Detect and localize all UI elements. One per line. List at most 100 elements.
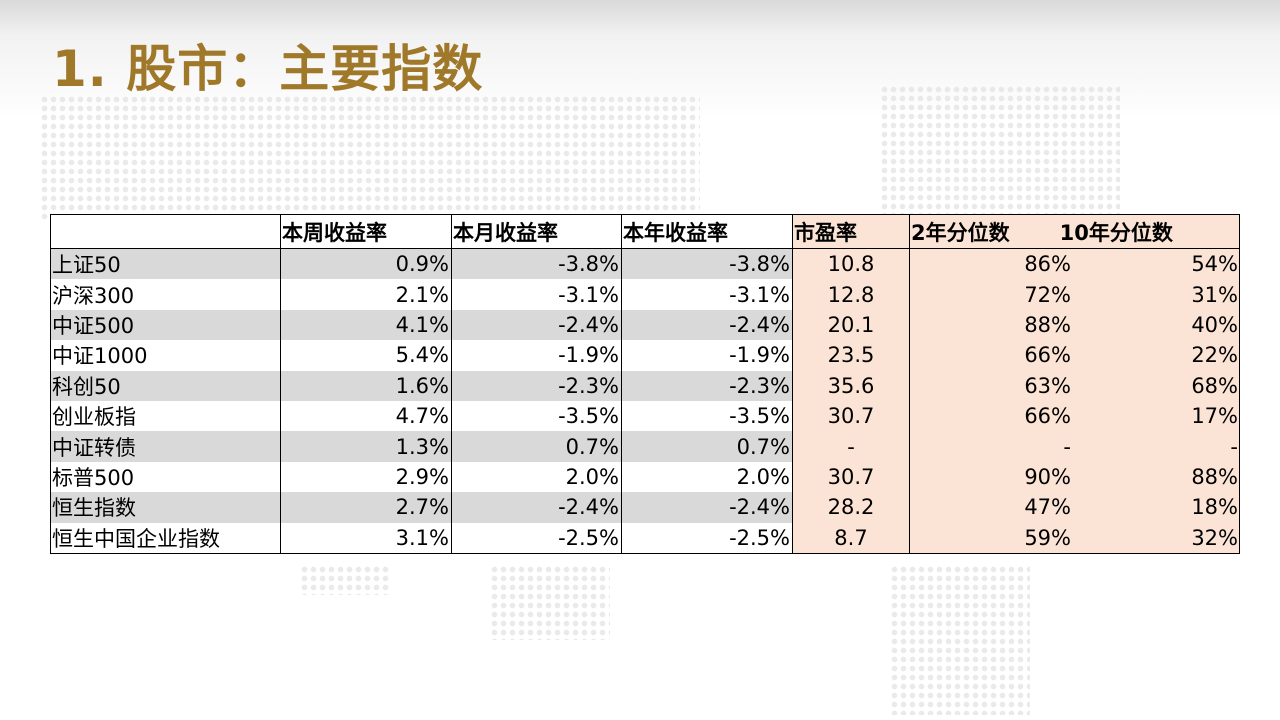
cell-year-return: -2.5% [621, 522, 793, 554]
cell-index-name: 创业板指 [50, 400, 281, 432]
cell-pe: 8.7 [792, 522, 910, 554]
cell-index-name: 恒生指数 [50, 492, 281, 523]
cell-pe: 23.5 [792, 340, 910, 371]
cell-percentiles: 63% 68% [909, 370, 1240, 401]
cell-year-return: -3.1% [621, 279, 793, 310]
cell-pe: 35.6 [792, 370, 910, 401]
cell-pct-10y: 68% [1191, 373, 1238, 398]
page-title: 1. 股市：主要指数 [52, 40, 484, 98]
cell-week-return: 5.4% [280, 340, 452, 371]
table-row: 中证500 4.1% -2.4% -2.4% 20.1 88% 40% [50, 309, 1240, 341]
cell-year-return: -2.4% [621, 492, 793, 523]
cell-pct-2y: 66% [1024, 343, 1071, 368]
cell-week-return: 2.9% [280, 461, 452, 493]
cell-pct-10y: 32% [1191, 525, 1238, 550]
cell-pct-10y: 54% [1191, 252, 1238, 277]
cell-year-return: -1.9% [621, 340, 793, 371]
cell-index-name: 科创50 [50, 370, 281, 401]
cell-week-return: 3.1% [280, 522, 452, 554]
cell-month-return: -3.8% [451, 248, 622, 280]
table-row: 恒生中国企业指数 3.1% -2.5% -2.5% 8.7 59% 32% [50, 522, 1240, 554]
background-dot-pattern [300, 565, 390, 595]
cell-month-return: -1.9% [451, 340, 622, 371]
table-row: 标普500 2.9% 2.0% 2.0% 30.7 90% 88% [50, 461, 1240, 493]
cell-pct-2y: 88% [1024, 312, 1071, 337]
cell-index-name: 中证转债 [50, 431, 281, 462]
cell-pe: 30.7 [792, 400, 910, 432]
cell-week-return: 1.3% [280, 431, 452, 462]
cell-year-return: 2.0% [621, 461, 793, 493]
cell-year-return: -2.3% [621, 370, 793, 401]
cell-year-return: -2.4% [621, 309, 793, 341]
cell-pe: - [792, 431, 910, 462]
cell-pe: 30.7 [792, 461, 910, 493]
background-dot-pattern [890, 565, 1030, 715]
header-percentiles: 2年分位数 10年分位数 [909, 214, 1240, 249]
table-row: 恒生指数 2.7% -2.4% -2.4% 28.2 47% 18% [50, 492, 1240, 523]
cell-week-return: 4.1% [280, 309, 452, 341]
cell-pe: 28.2 [792, 492, 910, 523]
cell-index-name: 标普500 [50, 461, 281, 493]
cell-percentiles: 59% 32% [909, 522, 1240, 554]
header-month-return: 本月收益率 [451, 214, 622, 249]
cell-month-return: -2.4% [451, 309, 622, 341]
cell-pe: 20.1 [792, 309, 910, 341]
cell-percentiles: 90% 88% [909, 461, 1240, 493]
cell-percentiles: -- [909, 431, 1240, 462]
cell-month-return: 2.0% [451, 461, 622, 493]
cell-pe: 10.8 [792, 248, 910, 280]
header-pe: 市盈率 [792, 214, 910, 249]
cell-index-name: 中证500 [50, 309, 281, 341]
cell-pct-10y: 17% [1191, 404, 1238, 429]
background-dot-pattern [490, 565, 610, 640]
header-name [50, 214, 281, 249]
table-header-row: 本周收益率 本月收益率 本年收益率 市盈率 2年分位数 10年分位数 [50, 214, 1240, 249]
cell-index-name: 上证50 [50, 248, 281, 280]
cell-percentiles: 66% 17% [909, 400, 1240, 432]
header-week-return: 本周收益率 [280, 214, 452, 249]
header-pct-2y: 2年分位数 [911, 220, 1010, 245]
background-dot-pattern [40, 95, 700, 220]
cell-percentiles: 86% 54% [909, 248, 1240, 280]
cell-year-return: -3.5% [621, 400, 793, 432]
table-row: 中证转债 1.3% 0.7% 0.7% - - - [50, 431, 1240, 462]
background-dot-pattern [880, 85, 1120, 225]
cell-pct-2y: 90% [1024, 464, 1071, 489]
cell-pct-2y: 59% [1024, 525, 1071, 550]
cell-year-return: -3.8% [621, 248, 793, 280]
cell-pct-10y: 31% [1191, 282, 1238, 307]
cell-pct-2y: 66% [1024, 404, 1071, 429]
cell-week-return: 1.6% [280, 370, 452, 401]
cell-month-return: -2.3% [451, 370, 622, 401]
cell-week-return: 2.7% [280, 492, 452, 523]
cell-year-return: 0.7% [621, 431, 793, 462]
cell-pct-2y: - [1063, 434, 1071, 459]
cell-percentiles: 66% 22% [909, 340, 1240, 371]
cell-index-name: 沪深300 [50, 279, 281, 310]
cell-percentiles: 72% 31% [909, 279, 1240, 310]
cell-week-return: 2.1% [280, 279, 452, 310]
header-year-return: 本年收益率 [621, 214, 793, 249]
cell-pct-10y: 40% [1191, 312, 1238, 337]
cell-pct-10y: - [1230, 434, 1238, 459]
cell-pct-2y: 86% [1024, 252, 1071, 277]
table-row: 沪深300 2.1% -3.1% -3.1% 12.8 72% 31% [50, 279, 1240, 310]
cell-pct-10y: 22% [1191, 343, 1238, 368]
table-row: 上证50 0.9% -3.8% -3.8% 10.8 86% 54% [50, 248, 1240, 280]
cell-month-return: 0.7% [451, 431, 622, 462]
header-pct-10y: 10年分位数 [1059, 220, 1173, 245]
cell-pct-2y: 47% [1024, 495, 1071, 520]
cell-index-name: 恒生中国企业指数 [50, 522, 281, 554]
cell-week-return: 0.9% [280, 248, 452, 280]
cell-month-return: -3.1% [451, 279, 622, 310]
table-row: 中证1000 5.4% -1.9% -1.9% 23.5 66% 22% [50, 340, 1240, 371]
index-table: 本周收益率 本月收益率 本年收益率 市盈率 2年分位数 10年分位数 上证50 0… [50, 214, 1240, 554]
cell-pct-2y: 63% [1024, 373, 1071, 398]
cell-week-return: 4.7% [280, 400, 452, 432]
table-row: 创业板指 4.7% -3.5% -3.5% 30.7 66% 17% [50, 400, 1240, 432]
cell-index-name: 中证1000 [50, 340, 281, 371]
cell-percentiles: 88% 40% [909, 309, 1240, 341]
cell-month-return: -2.4% [451, 492, 622, 523]
cell-pct-2y: 72% [1024, 282, 1071, 307]
